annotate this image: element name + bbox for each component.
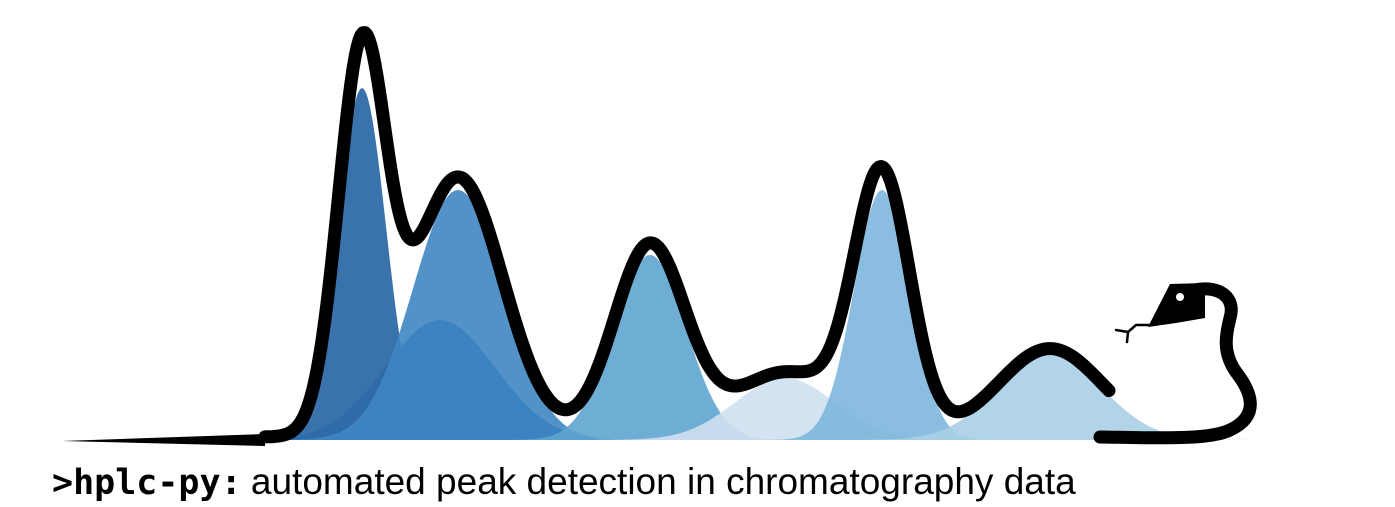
peak-3 <box>506 255 794 440</box>
peak-5 <box>770 190 994 440</box>
tagline: >hplc-py: automated peak detection in ch… <box>52 458 1076 507</box>
python-snake-icon <box>1093 282 1257 445</box>
baseline-tail <box>62 434 265 446</box>
chromatogram-outline <box>258 26 1116 444</box>
peak-fills <box>250 88 1258 440</box>
package-name: >hplc-py: <box>52 463 242 503</box>
peak-1 <box>266 88 458 440</box>
peak-2 <box>278 190 638 440</box>
chromatogram-logo <box>62 26 1258 446</box>
peak-4 <box>585 378 985 440</box>
peak-6 <box>842 355 1258 440</box>
tagline-text: automated peak detection in chromatograp… <box>250 461 1076 502</box>
